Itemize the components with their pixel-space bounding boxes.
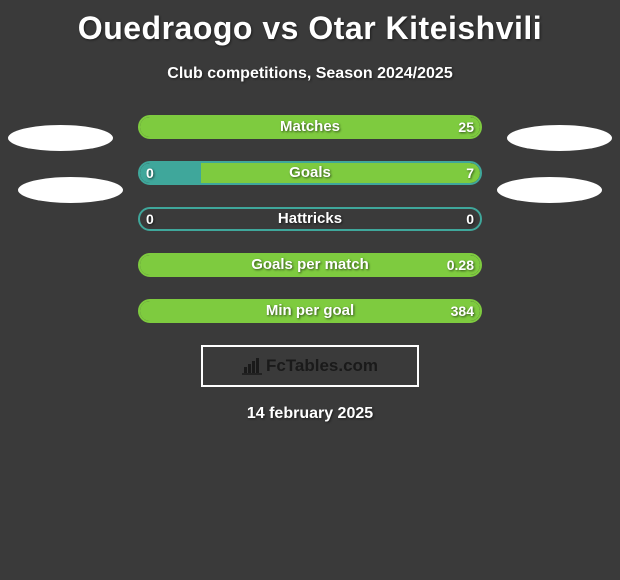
stat-value-right: 0.28 [447, 253, 474, 277]
stat-label: Hattricks [138, 207, 482, 231]
stat-value-right: 384 [451, 299, 474, 323]
stat-value-right: 0 [466, 207, 474, 231]
stat-row: Hattricks0 0 [138, 207, 482, 231]
subtitle: Club competitions, Season 2024/2025 [0, 65, 620, 83]
stat-label: Goals per match [138, 253, 482, 277]
stat-value-left: 0 [146, 207, 154, 231]
brand-label: FcTables.com [266, 356, 378, 376]
stat-row: Matches25 [138, 115, 482, 139]
date-label: 14 february 2025 [0, 405, 620, 423]
stat-value-right: 7 [466, 161, 474, 185]
stat-label: Matches [138, 115, 482, 139]
stat-row: Goals per match0.28 [138, 253, 482, 277]
stat-label: Goals [138, 161, 482, 185]
stat-value-right: 25 [458, 115, 474, 139]
stat-label: Min per goal [138, 299, 482, 323]
stat-row: Min per goal384 [138, 299, 482, 323]
stats-container: Matches25Goals07Hattricks00Goals per mat… [0, 115, 620, 323]
brand-badge[interactable]: FcTables.com [201, 345, 419, 387]
bar-chart-icon [242, 357, 262, 375]
stat-row: Goals0 7 [138, 161, 482, 185]
stat-value-left: 0 [146, 161, 154, 185]
page-title: Ouedraogo vs Otar Kiteishvili [0, 0, 620, 47]
